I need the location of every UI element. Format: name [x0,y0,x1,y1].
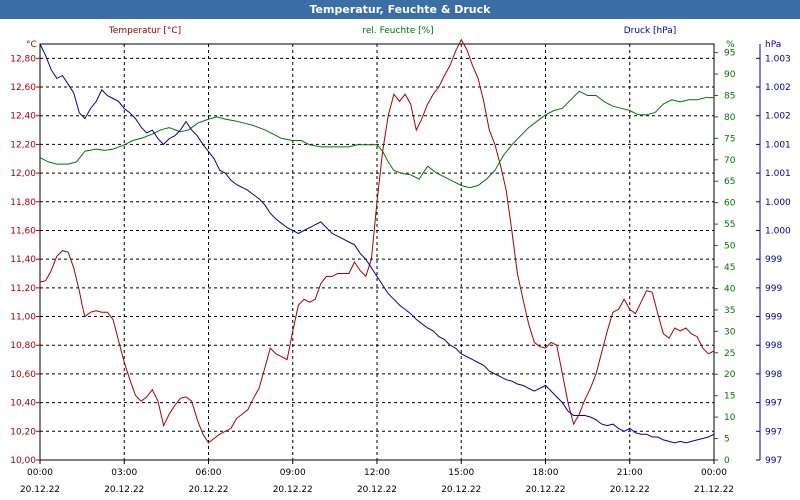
date-tick-label: 20.12.22 [525,485,565,495]
pressure-tick-label: 1.001 [765,140,791,150]
time-tick-label: 18:00 [533,468,559,478]
date-tick-label: 21.12.22 [694,485,734,495]
humidity-tick-label: 65 [724,177,735,187]
time-tick-label: 03:00 [111,468,137,478]
humidity-tick-label: 50 [724,242,736,252]
pressure-tick-label: 1.000 [765,198,791,208]
pressure-axis: 997 997 997 998 998 999 999 999 1.000 1.000 1.001 1… [756,54,791,466]
temperature-tick-label: 11,60 [10,226,36,236]
temperature-tick-label: 12,80 [10,54,36,64]
temperature-tick-label: 10,40 [10,399,36,409]
legend-pressure: Druck [hPa] [624,26,677,36]
pressure-tick-label: 999 [765,313,782,323]
chart-title: Temperatur, Feuchte & Druck [309,3,491,16]
humidity-tick-label: 70 [724,156,736,166]
humidity-tick-label: 20 [724,370,736,380]
humidity-unit-label: % [726,40,735,50]
time-tick-label: 06:00 [196,468,222,478]
series-line-pressure [39,43,715,444]
temperature-tick-label: 10,80 [10,341,36,351]
pressure-unit-label: hPa [765,40,781,50]
temperature-tick-label: 11,20 [10,284,36,294]
temperature-tick-label: 12,00 [10,169,36,179]
legend-humidity: rel. Feuchte [%] [362,26,433,36]
date-tick-label: 20.12.22 [357,485,397,495]
humidity-tick-label: 10 [724,413,736,423]
chart-title-bar: Temperatur, Feuchte & Druck [0,0,800,19]
pressure-tick-label: 997 [765,399,782,409]
temperature-tick-label: 11,80 [10,198,36,208]
temperature-tick-label: 12,60 [10,83,36,93]
humidity-tick-label: 40 [724,284,736,294]
pressure-tick-label: 997 [765,427,782,437]
temperature-tick-label: 10,60 [10,370,36,380]
time-tick-label: 09:00 [280,468,306,478]
humidity-tick-label: 55 [724,220,735,230]
date-tick-label: 20.12.22 [20,485,60,495]
pressure-tick-label: 1.003 [765,54,791,64]
humidity-tick-label: 0 [724,456,730,466]
humidity-tick-label: 45 [724,263,735,273]
temperature-tick-label: 11,40 [10,255,36,265]
time-tick-label: 15:00 [448,468,474,478]
pressure-tick-label: 998 [765,370,782,380]
date-tick-label: 20.12.22 [273,485,313,495]
legend-temperature: Temperatur [°C] [108,26,181,36]
humidity-tick-label: 15 [724,392,735,402]
series-line-temperature [39,38,715,444]
axis-labels: °C % hPa Temperatur [°C] rel. Feuchte [%… [26,26,781,50]
temperature-tick-label: 11,00 [10,313,36,323]
humidity-tick-label: 30 [724,327,736,337]
temperature-tick-label: 12,20 [10,140,36,150]
humidity-tick-label: 35 [724,306,735,316]
humidity-tick-label: 80 [724,113,736,123]
time-tick-label: 21:00 [617,468,643,478]
pressure-tick-label: 999 [765,255,782,265]
series-lines [39,38,715,444]
humidity-tick-label: 90 [724,70,736,80]
temperature-axis: 10,00 10,20 10,40 10,60 10,80 11,00 11,20 11,40… [10,54,40,466]
pressure-tick-label: 998 [765,341,782,351]
pressure-tick-label: 997 [765,456,782,466]
humidity-tick-label: 95 [724,49,735,59]
weather-chart: 10,00 10,20 10,40 10,60 10,80 11,00 11,20 11,40… [0,19,800,500]
humidity-tick-label: 60 [724,199,736,209]
humidity-axis: 0 5 10 15 20 25 30 35 40 45 50 55 60 65 70 75 80 85 90 95 [714,49,736,466]
pressure-tick-label: 1.000 [765,226,791,236]
temperature-tick-label: 12,40 [10,112,36,122]
time-axis: 00:00 20.12.22 03:00 20.12.22 06:00 20.12.22 0… [20,460,734,495]
date-tick-label: 20.12.22 [441,485,481,495]
pressure-tick-label: 999 [765,284,782,294]
pressure-tick-label: 1.001 [765,169,791,179]
temperature-tick-label: 10,20 [10,427,36,437]
humidity-tick-label: 85 [724,91,735,101]
date-tick-label: 20.12.22 [610,485,650,495]
pressure-tick-label: 1.002 [765,83,791,93]
time-tick-label: 00:00 [27,468,53,478]
humidity-tick-label: 75 [724,134,735,144]
pressure-tick-label: 1.002 [765,112,791,122]
time-tick-label: 12:00 [364,468,390,478]
humidity-tick-label: 5 [724,435,730,445]
temperature-tick-label: 10,00 [10,456,36,466]
date-tick-label: 20.12.22 [188,485,228,495]
time-tick-label: 00:00 [701,468,727,478]
date-tick-label: 20.12.22 [104,485,144,495]
series-line-humidity [39,90,714,189]
temperature-unit-label: °C [26,40,37,50]
humidity-tick-label: 25 [724,349,735,359]
